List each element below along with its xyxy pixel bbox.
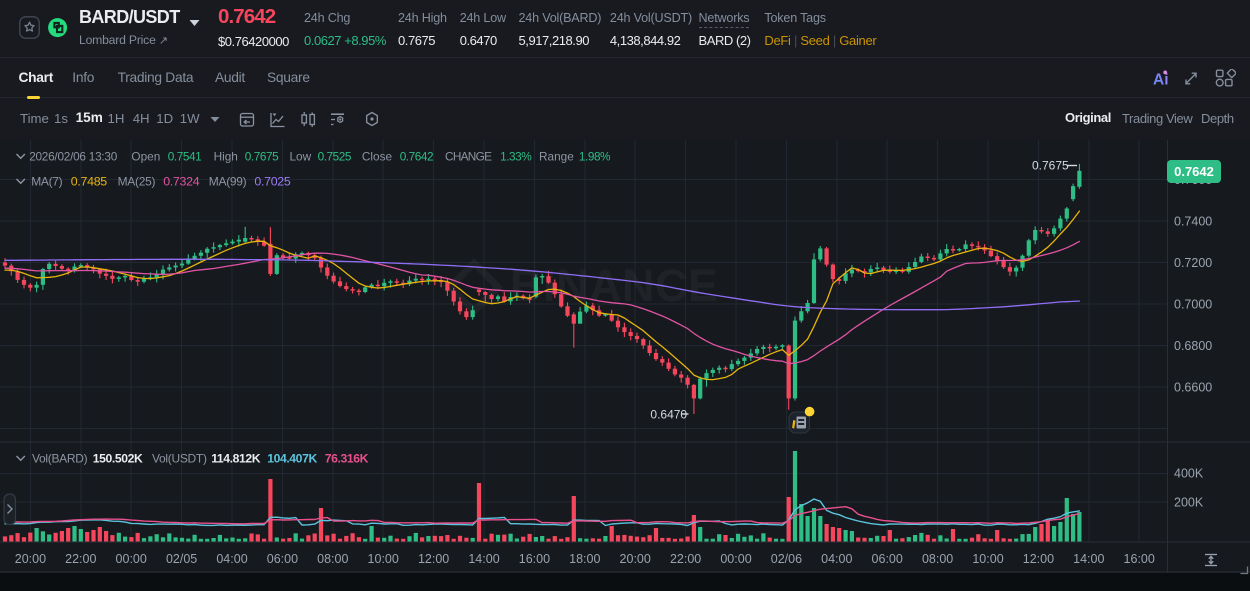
svg-text:MA(7): MA(7) (31, 174, 62, 188)
svg-text:10:00: 10:00 (972, 552, 1003, 566)
svg-text:0.7642: 0.7642 (1174, 164, 1214, 179)
svg-text:0.7675: 0.7675 (1032, 159, 1069, 173)
svg-text:Range: Range (539, 149, 574, 163)
svg-text:0.7485: 0.7485 (71, 174, 108, 188)
svg-text:Ai: Ai (1153, 72, 1169, 89)
svg-text:0.7642: 0.7642 (400, 149, 433, 163)
svg-text:400K: 400K (1174, 467, 1204, 481)
svg-text:0.7675: 0.7675 (245, 149, 279, 163)
svg-text:02/05: 02/05 (166, 552, 197, 566)
svg-text:0.7525: 0.7525 (318, 149, 352, 163)
svg-text:150.502K: 150.502K (93, 451, 143, 465)
svg-text:Low: Low (290, 149, 312, 163)
svg-text:MA(25): MA(25) (118, 174, 156, 188)
svg-text:22:00: 22:00 (670, 552, 701, 566)
svg-text:1.98%: 1.98% (579, 149, 611, 163)
svg-text:76.316K: 76.316K (325, 451, 369, 465)
svg-text:06:00: 06:00 (872, 552, 903, 566)
svg-text:08:00: 08:00 (317, 552, 348, 566)
svg-text:08:00: 08:00 (922, 552, 953, 566)
svg-text:22:00: 22:00 (65, 552, 96, 566)
svg-text:06:00: 06:00 (267, 552, 298, 566)
svg-text:18:00: 18:00 (569, 552, 600, 566)
svg-text:12:00: 12:00 (418, 552, 449, 566)
svg-text:Vol(USDT): Vol(USDT) (152, 451, 207, 465)
svg-text:04:00: 04:00 (821, 552, 852, 566)
svg-text:14:00: 14:00 (1073, 552, 1104, 566)
svg-text:20:00: 20:00 (15, 552, 46, 566)
svg-text:0.7200: 0.7200 (1174, 256, 1212, 270)
svg-text:Vol(BARD): Vol(BARD) (32, 451, 88, 465)
svg-text:04:00: 04:00 (216, 552, 247, 566)
svg-text:20:00: 20:00 (620, 552, 651, 566)
svg-text:10:00: 10:00 (368, 552, 399, 566)
svg-text:0.6800: 0.6800 (1174, 339, 1212, 353)
svg-text:16:00: 16:00 (519, 552, 550, 566)
svg-text:0.7324: 0.7324 (163, 174, 200, 188)
svg-text:16:00: 16:00 (1124, 552, 1155, 566)
svg-text:114.812K: 114.812K (211, 451, 261, 465)
svg-text:02/06: 02/06 (771, 552, 802, 566)
svg-text:0.7541: 0.7541 (168, 149, 201, 163)
svg-text:00:00: 00:00 (720, 552, 751, 566)
svg-text:14:00: 14:00 (468, 552, 499, 566)
svg-text:00:00: 00:00 (116, 552, 147, 566)
svg-text:0.6600: 0.6600 (1174, 380, 1212, 394)
svg-text:0.7025: 0.7025 (254, 174, 291, 188)
svg-text:200K: 200K (1174, 495, 1204, 509)
svg-text:0.6470: 0.6470 (650, 407, 687, 421)
svg-text:104.407K: 104.407K (267, 451, 317, 465)
svg-text:Open: Open (131, 149, 160, 163)
svg-text:1.33%: 1.33% (500, 149, 532, 163)
svg-text:2026/02/06 13:30: 2026/02/06 13:30 (29, 149, 118, 163)
svg-text:CHANGE: CHANGE (445, 149, 492, 163)
svg-text:0.7400: 0.7400 (1174, 214, 1212, 228)
svg-text:Close: Close (362, 149, 393, 163)
svg-text:0.7000: 0.7000 (1174, 297, 1212, 311)
svg-text:12:00: 12:00 (1023, 552, 1054, 566)
svg-text:MA(99): MA(99) (209, 174, 247, 188)
svg-text:High: High (214, 149, 238, 163)
